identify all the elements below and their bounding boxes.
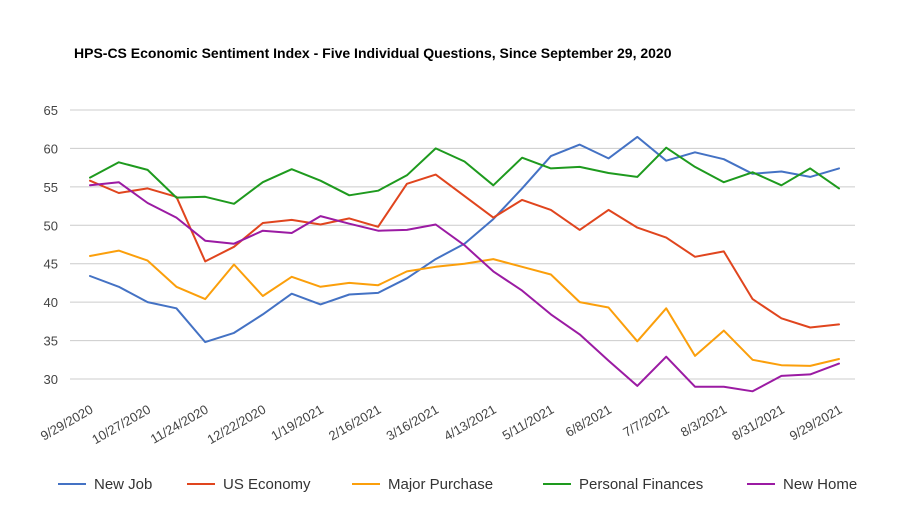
x-tick-label: 9/29/2020	[38, 402, 96, 444]
x-tick-label: 6/8/2021	[563, 402, 614, 440]
x-tick-label: 7/7/2021	[620, 402, 671, 440]
x-tick-label: 5/11/2021	[500, 402, 557, 443]
y-tick-label: 40	[44, 295, 58, 310]
gridlines	[70, 109, 855, 380]
x-tick-label: 3/16/2021	[384, 402, 442, 444]
y-tick-label: 50	[44, 218, 58, 233]
legend-label: Major Purchase	[388, 476, 493, 493]
series-line-new-home	[89, 181, 840, 393]
y-tick-label: 30	[44, 372, 58, 387]
x-tick-label: 9/29/2021	[787, 402, 845, 444]
chart-title: HPS-CS Economic Sentiment Index - Five I…	[74, 45, 672, 61]
series-line-personal-finances	[89, 146, 840, 205]
legend-label: New Home	[783, 476, 857, 493]
series-line-new-job	[89, 135, 840, 344]
y-tick-label: 55	[44, 180, 58, 195]
legend-label: US Economy	[223, 476, 311, 493]
series-lines	[89, 135, 840, 393]
series-line-major-purchase	[89, 249, 840, 367]
x-tick-label: 10/27/2020	[89, 402, 153, 448]
x-tick-label: 4/13/2021	[441, 402, 499, 444]
series-line-us-economy	[89, 173, 840, 329]
x-tick-label: 8/31/2021	[729, 402, 787, 444]
x-tick-label: 2/16/2021	[326, 402, 384, 444]
x-tick-label: 8/3/2021	[678, 402, 729, 440]
legend: New Job US Economy Major Purchase Personal …	[58, 476, 857, 493]
y-tick-label: 45	[44, 257, 58, 272]
y-tick-label: 65	[44, 103, 58, 118]
x-tick-label: 1/19/2021	[268, 402, 326, 444]
legend-label: Personal Finances	[579, 476, 703, 493]
y-axis-tick-labels: 30 35 40 45 50 55 60 65	[44, 103, 58, 387]
legend-label: New Job	[94, 476, 152, 493]
y-tick-label: 35	[44, 334, 58, 349]
y-tick-label: 60	[44, 141, 58, 156]
x-tick-label: 11/24/2020	[148, 402, 211, 447]
x-tick-label: 12/22/2020	[204, 402, 268, 448]
